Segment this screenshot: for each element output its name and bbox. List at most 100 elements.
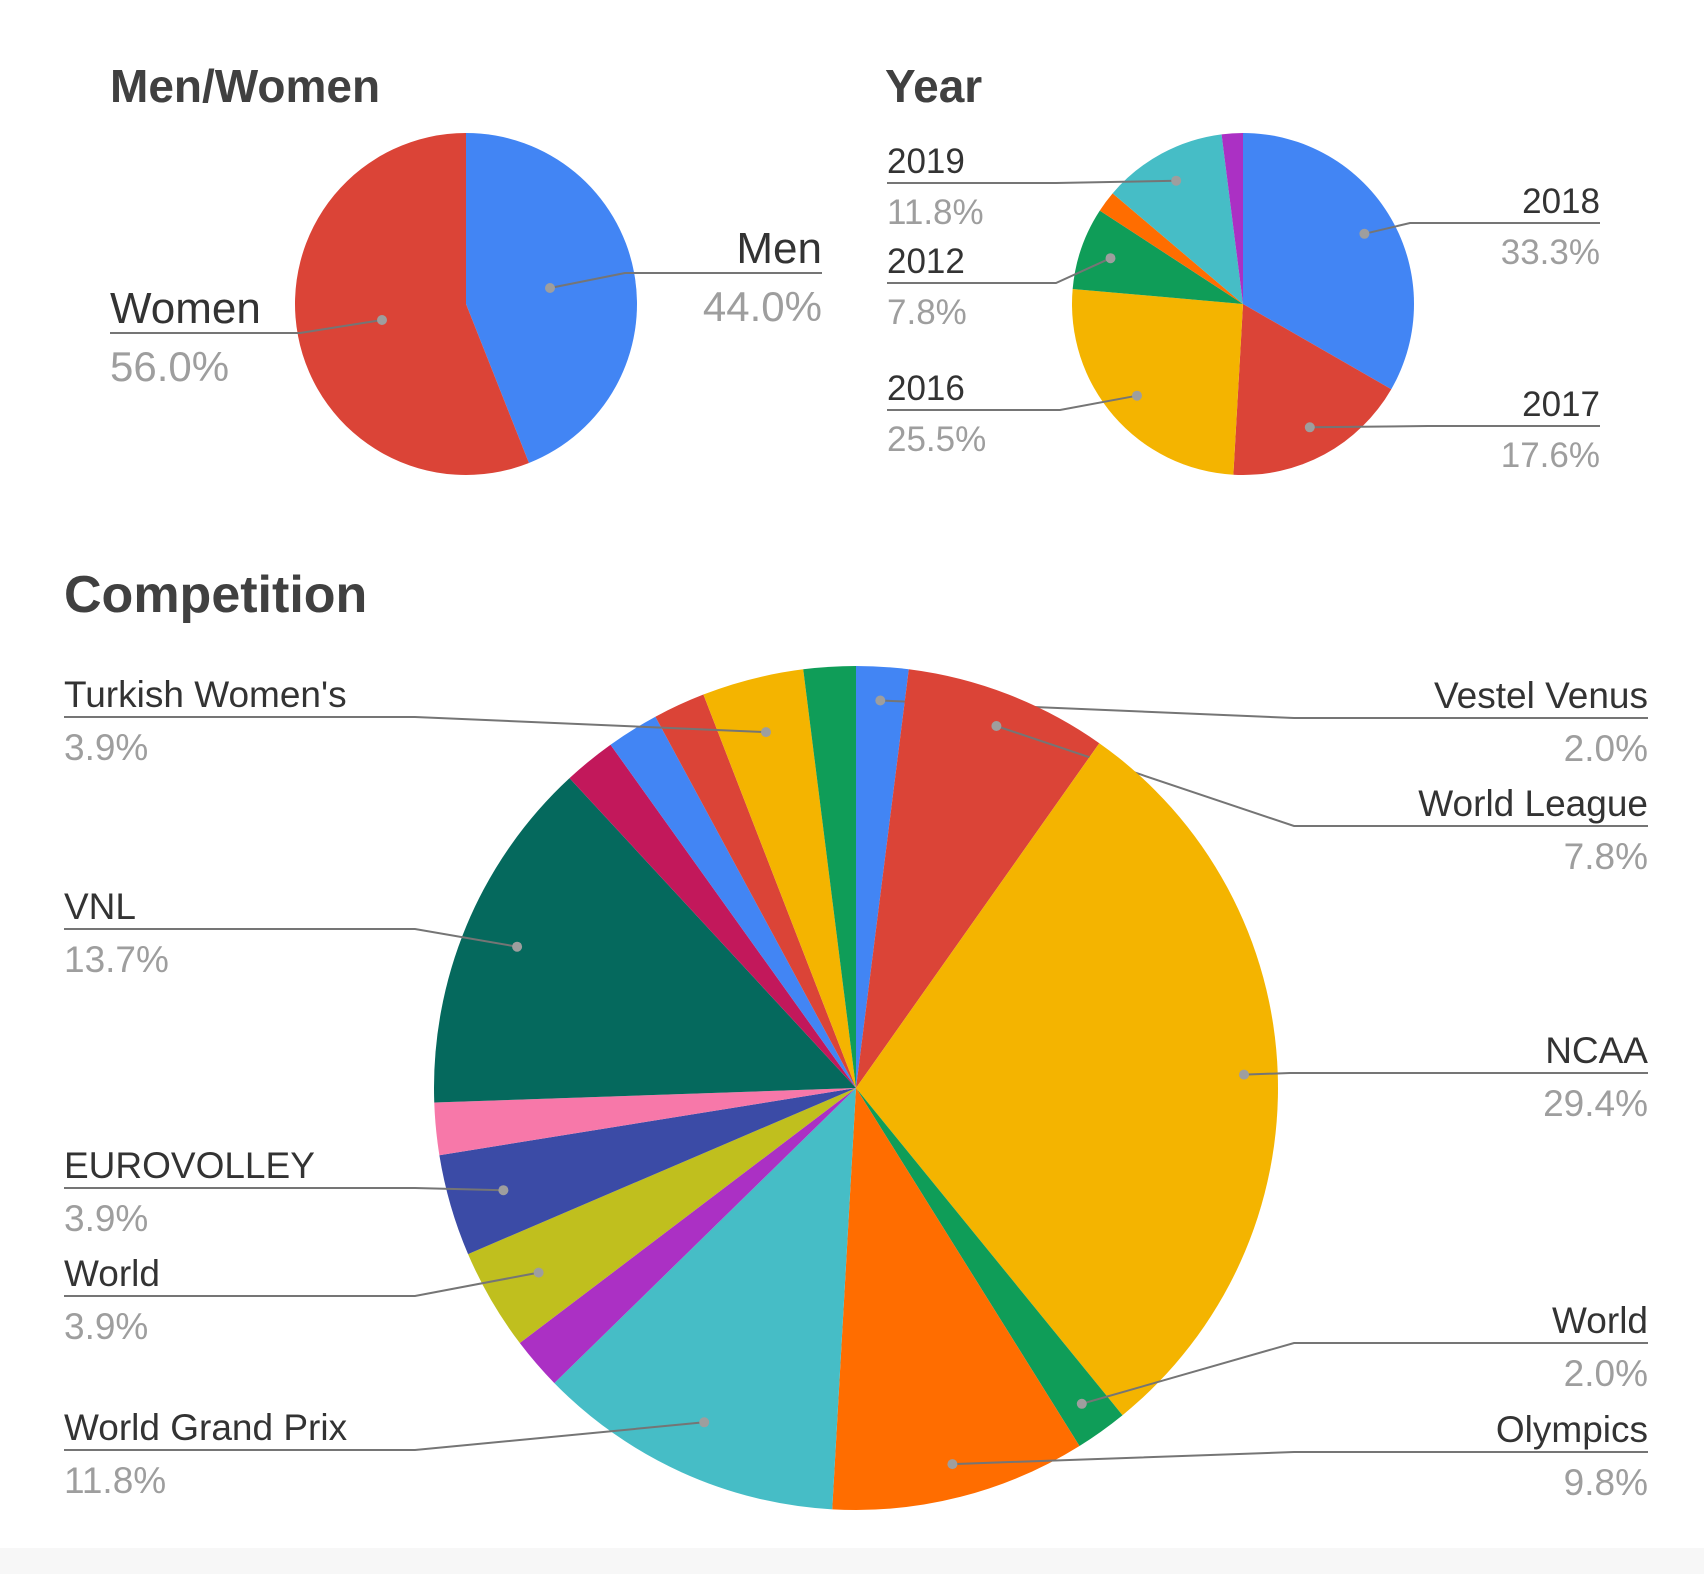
leader-dot-ncaa: [1239, 1069, 1249, 1080]
leader-dot-2018: [1359, 228, 1370, 239]
slice-percent-2017: 17.6%: [1501, 436, 1600, 475]
leader-dot-eurovolley: [498, 1185, 509, 1196]
slice-percent-olympics: 9.8%: [1564, 1462, 1648, 1503]
slice-label-2018: 2018: [1522, 182, 1600, 221]
footer-band: [0, 1548, 1704, 1574]
slice-percent-world-grand-prix: 11.8%: [64, 1460, 166, 1501]
pie-slice-women: [294, 132, 529, 475]
slice-label-vestel-venus: Vestel Venus: [1434, 675, 1648, 716]
leader-line-2017: [1309, 425, 1600, 429]
slice-percent-world: 3.9%: [64, 1306, 148, 1347]
pie-slice-unlabeled-11: [569, 744, 856, 1088]
leader-dot-2012: [1105, 253, 1116, 264]
leader-line-men: [549, 272, 822, 289]
leader-dot-2017: [1304, 422, 1315, 433]
slice-label-world-grand-prix: World Grand Prix: [64, 1407, 348, 1448]
pie-slice-unlabeled-13: [655, 694, 856, 1088]
chart-title-men-women: Men/Women: [110, 60, 380, 112]
leader-line-2018: [1364, 222, 1600, 235]
leader-line-eurovolley: [64, 1187, 504, 1192]
slice-label-world: World: [1552, 1300, 1648, 1341]
pie-slice-unlabeled-6: [519, 1088, 856, 1384]
leader-dot-2016: [1132, 390, 1142, 401]
slice-percent-eurovolley: 3.9%: [64, 1198, 148, 1239]
pie-slice-2017: [1233, 304, 1392, 476]
slice-percent-men: 44.0%: [703, 283, 822, 330]
slice-percent-world: 2.0%: [1564, 1353, 1648, 1394]
leader-line-vnl: [64, 928, 518, 948]
leader-dot-world-league: [991, 721, 1002, 731]
pie-slice-turkish-women-s: [703, 669, 856, 1088]
pie-slice-unlabeled-12: [610, 716, 856, 1088]
chart-title-year: Year: [885, 60, 982, 112]
leader-line-turkish-women-s: [64, 716, 767, 734]
slice-percent-2012: 7.8%: [887, 293, 967, 332]
pie-competition: Vestel Venus 2.0% World League 7.8% NCAA 29.4…: [64, 666, 1648, 1511]
chart-title-competition: Competition: [64, 566, 367, 624]
pie-slice-2012: [1072, 210, 1243, 304]
pie-men-women: Men 44.0% Women 56.0%: [110, 132, 822, 475]
slice-label-world-league: World League: [1418, 783, 1648, 824]
pie-slice-unlabeled-9: [434, 1088, 856, 1156]
leader-line-women: [110, 319, 383, 334]
pie-slice-world-grand-prix: [554, 1088, 856, 1510]
pie-slice-vnl: [433, 778, 856, 1103]
slice-percent-2016: 25.5%: [887, 420, 986, 459]
slice-percent-2018: 33.3%: [1501, 233, 1600, 272]
pie-slice-world: [468, 1088, 856, 1344]
slice-percent-ncaa: 29.4%: [1543, 1083, 1648, 1124]
pie-slice-eurovolley: [439, 1088, 856, 1255]
slice-percent-2019: 11.8%: [887, 193, 984, 232]
leader-dot-world-grand-prix: [699, 1417, 710, 1428]
leader-dot-world: [1076, 1398, 1087, 1409]
pie-slice-2019: [1112, 134, 1243, 304]
leader-line-world-grand-prix: [64, 1421, 705, 1451]
slice-label-world: World: [64, 1253, 160, 1294]
leader-dot-2019: [1171, 175, 1182, 186]
slice-percent-vnl: 13.7%: [64, 939, 169, 980]
leader-line-olympics: [952, 1451, 1648, 1466]
slice-percent-turkish-women-s: 3.9%: [64, 727, 148, 768]
pie-slice-unlabeled-4: [1099, 193, 1243, 304]
slice-label-2012: 2012: [887, 242, 965, 281]
leader-dot-women: [377, 315, 387, 325]
leader-line-world: [1081, 1342, 1648, 1405]
slice-label-vnl: VNL: [64, 886, 136, 927]
slice-label-eurovolley: EUROVOLLEY: [64, 1145, 315, 1186]
slice-label-ncaa: NCAA: [1545, 1030, 1648, 1071]
pie-slice-unlabeled-15: [803, 666, 856, 1088]
slice-label-men: Men: [736, 224, 822, 273]
slice-percent-women: 56.0%: [110, 343, 229, 390]
pie-slice-world-league: [856, 669, 1100, 1088]
pie-slice-world: [856, 1088, 1123, 1446]
pie-slice-vestel-venus: [856, 666, 909, 1088]
slice-label-2019: 2019: [887, 142, 965, 181]
leader-line-world: [64, 1271, 539, 1297]
leader-line-2012: [887, 257, 1111, 284]
slice-percent-world-league: 7.8%: [1564, 836, 1648, 877]
leader-dot-men: [545, 283, 555, 293]
slice-label-2017: 2017: [1522, 385, 1600, 424]
leader-line-2019: [887, 179, 1177, 184]
leader-dot-world: [533, 1267, 544, 1278]
pie-slice-olympics: [832, 1088, 1080, 1511]
leader-dot-turkish-women-s: [761, 727, 771, 738]
slice-label-2016: 2016: [887, 369, 965, 408]
pie-year: 2018 33.3% 2017 17.6% 2016 25.5% 2012 7.8% 2019 1…: [887, 133, 1600, 476]
leader-line-2016: [887, 394, 1138, 411]
leader-dot-olympics: [947, 1459, 958, 1470]
slice-label-olympics: Olympics: [1496, 1409, 1648, 1450]
slice-label-turkish-women-s: Turkish Women's: [64, 674, 347, 715]
slice-percent-vestel-venus: 2.0%: [1564, 728, 1648, 769]
leader-dot-vestel-venus: [875, 695, 886, 706]
leader-line-ncaa: [1243, 1072, 1648, 1076]
leader-dot-vnl: [512, 941, 523, 952]
slice-label-women: Women: [110, 284, 261, 333]
pie-slice-2016: [1071, 288, 1243, 475]
pie-slice-2018: [1243, 133, 1415, 390]
pie-slice-ncaa: [856, 743, 1278, 1416]
pie-slice-men: [466, 133, 637, 463]
pie-slice-unlabeled-6: [1221, 133, 1243, 304]
